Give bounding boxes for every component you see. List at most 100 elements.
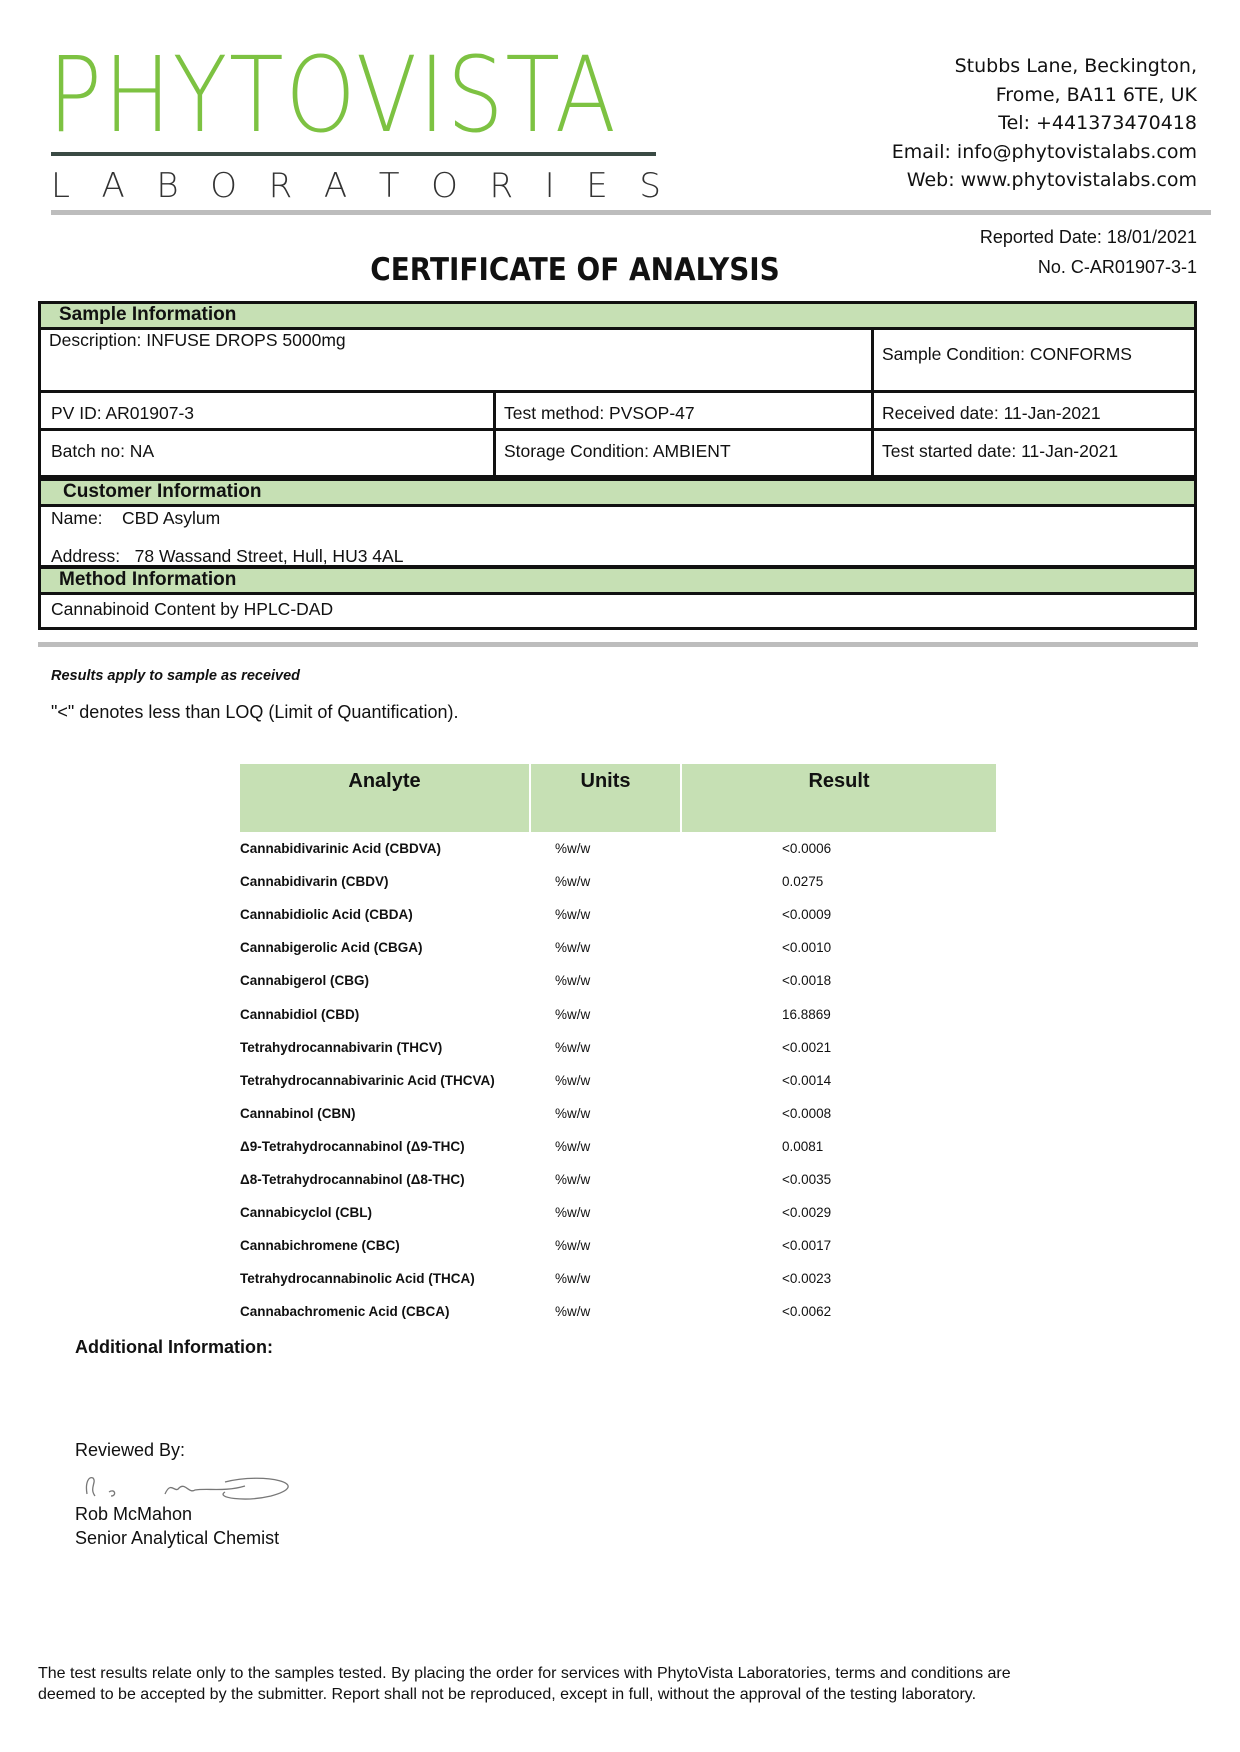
analyte-cell: Cannabigerolic Acid (CBGA)	[240, 940, 423, 956]
logo-letter: L	[51, 166, 70, 206]
header-units: Units	[529, 764, 681, 832]
table-row: Cannabidiolic Acid (CBDA) %w/w <0.0009	[240, 898, 996, 931]
header-result: Result	[680, 764, 996, 832]
logo-letter: O	[210, 166, 238, 206]
analyte-cell: Cannabichromene (CBC)	[240, 1238, 400, 1254]
table-row: Cannabinol (CBN) %w/w <0.0008	[240, 1097, 996, 1130]
section-heading: Customer Information	[41, 481, 1194, 507]
units-cell: %w/w	[555, 1205, 591, 1221]
analyte-cell: Cannabidiolic Acid (CBDA)	[240, 907, 413, 923]
table-row: Cannabidiol (CBD) %w/w 16.8869	[240, 997, 996, 1030]
table-row: Cannabichromene (CBC) %w/w <0.0017	[240, 1229, 996, 1262]
header-divider	[51, 210, 1211, 215]
result-cell: <0.0014	[782, 1072, 832, 1088]
result-cell: <0.0017	[782, 1238, 832, 1254]
table-row: Tetrahydrocannabinolic Acid (THCA) %w/w <0…	[240, 1262, 996, 1295]
name-value: CBD Asylum	[122, 508, 221, 528]
units-cell: %w/w	[555, 907, 591, 923]
analyte-cell: Cannabinol (CBN)	[240, 1105, 356, 1121]
sample-condition: Sample Condition: CONFORMS	[882, 344, 1132, 364]
units-cell: %w/w	[555, 874, 591, 890]
analyte-cell: Δ9-Tetrahydrocannabinol (Δ9-THC)	[240, 1138, 465, 1154]
logo-letter: B	[156, 166, 179, 206]
address-value: 78 Wassand Street, Hull, HU3 4AL	[134, 546, 404, 566]
result-cell: <0.0062	[782, 1304, 832, 1320]
table-row: Cannabicyclol (CBL) %w/w <0.0029	[240, 1196, 996, 1229]
sample-information: Sample Information Description: INFUSE D…	[38, 301, 1197, 478]
units-cell: %w/w	[555, 1006, 591, 1022]
result-cell: <0.0023	[782, 1271, 832, 1287]
method-text: Cannabinoid Content by HPLC-DAD	[51, 599, 334, 619]
footer-disclaimer: The test results relate only to the samp…	[38, 1663, 1011, 1705]
analyte-cell: Cannabigerol (CBG)	[240, 973, 370, 989]
result-cell: 0.0081	[782, 1138, 824, 1154]
reviewed-by-label: Reviewed By:	[75, 1440, 186, 1460]
logo-letter: R	[489, 166, 514, 206]
table-row: Cannabidivarin (CBDV) %w/w 0.0275	[240, 865, 996, 898]
logo-letter: I	[544, 166, 555, 206]
logo-letter: O	[431, 166, 458, 206]
batch-number: Batch no: NA	[51, 441, 155, 461]
analyte-cell: Cannabidivarinic Acid (CBDVA)	[240, 841, 442, 857]
lab-address: Stubbs Lane, Beckington, Frome, BA11 6TE…	[892, 52, 1197, 195]
result-cell: <0.0009	[782, 907, 832, 923]
customer-information: Customer Information Name: CBD Asylum Ad…	[38, 478, 1197, 568]
logo-letter: A	[101, 166, 125, 206]
signature	[75, 1468, 305, 1504]
test-method: Test method: PVSOP-47	[504, 403, 695, 423]
units-cell: %w/w	[555, 1138, 591, 1154]
result-cell: <0.0010	[782, 940, 832, 956]
result-cell: <0.0006	[782, 841, 832, 857]
analyte-cell: Δ8-Tetrahydrocannabinol (Δ8-THC)	[240, 1171, 465, 1187]
logo-divider	[51, 152, 656, 156]
units-cell: %w/w	[555, 1105, 591, 1121]
section-divider	[38, 642, 1198, 647]
customer-address: Address: 78 Wassand Street, Hull, HU3 4A…	[43, 542, 411, 571]
result-cell: <0.0008	[782, 1105, 832, 1121]
analyte-cell: Cannabidivarin (CBDV)	[240, 874, 389, 890]
loq-note: "<" denotes less than LOQ (Limit of Quan…	[51, 702, 459, 722]
table-row: Tetrahydrocannabivarinic Acid (THCVA) %w/…	[240, 1064, 996, 1097]
logo-letter: A	[323, 166, 348, 206]
address-line: Frome, BA11 6TE, UK	[995, 83, 1197, 106]
result-cell: 16.8869	[782, 1006, 831, 1022]
email: Email: info@phytovistalabs.com	[891, 140, 1197, 163]
received-date: Received date: 11-Jan-2021	[882, 403, 1101, 423]
pv-id: PV ID: AR01907-3	[51, 403, 194, 423]
units-cell: %w/w	[555, 1072, 591, 1088]
table-row: Δ8-Tetrahydrocannabinol (Δ8-THC) %w/w <0.0…	[240, 1163, 996, 1196]
reported-date: Reported Date: 18/01/2021	[979, 227, 1197, 247]
name-label: Name:	[51, 508, 103, 528]
analyte-cell: Tetrahydrocannabivarinic Acid (THCVA)	[240, 1072, 495, 1088]
logo-letter: T	[378, 166, 400, 206]
section-heading: Method Information	[41, 569, 1194, 595]
additional-information-label: Additional Information:	[75, 1337, 273, 1357]
result-cell: <0.0021	[782, 1039, 832, 1055]
table-row: Cannabigerolic Acid (CBGA) %w/w <0.0010	[240, 931, 996, 964]
table-row: Δ9-Tetrahydrocannabinol (Δ9-THC) %w/w 0.00…	[240, 1130, 996, 1163]
page-title: CERTIFICATE OF ANALYSIS	[370, 252, 780, 288]
result-cell: <0.0035	[782, 1171, 832, 1187]
results-table: Analyte Units Result Cannabidivarinic Ac…	[240, 764, 996, 1328]
phone: Tel: +441373470418	[998, 112, 1197, 134]
units-cell: %w/w	[555, 973, 591, 989]
units-cell: %w/w	[555, 940, 591, 956]
result-cell: 0.0275	[782, 874, 824, 890]
address-label: Address:	[51, 546, 121, 566]
description: Description: INFUSE DROPS 5000mg	[49, 330, 346, 350]
result-cell: <0.0029	[782, 1205, 832, 1221]
table-row: Tetrahydrocannabivarin (THCV) %w/w <0.0021	[240, 1031, 996, 1064]
address-line: Stubbs Lane, Beckington,	[954, 55, 1197, 77]
analyte-cell: Tetrahydrocannabinolic Acid (THCA)	[240, 1271, 475, 1287]
website: Web: www.phytovistalabs.com	[906, 169, 1197, 191]
reviewer-title: Senior Analytical Chemist	[75, 1528, 280, 1548]
result-cell: <0.0018	[782, 973, 832, 989]
logo-wordmark: PHYTOVISTA	[48, 34, 618, 156]
footer-line: deemed to be accepted by the submitter. …	[38, 1686, 977, 1703]
section-heading: Sample Information	[41, 304, 1194, 330]
reviewer-name: Rob McMahon	[75, 1504, 193, 1524]
test-started-date: Test started date: 11-Jan-2021	[882, 441, 1119, 461]
results-note: Results apply to sample as received	[51, 668, 301, 684]
analyte-cell: Cannabicyclol (CBL)	[240, 1205, 373, 1221]
